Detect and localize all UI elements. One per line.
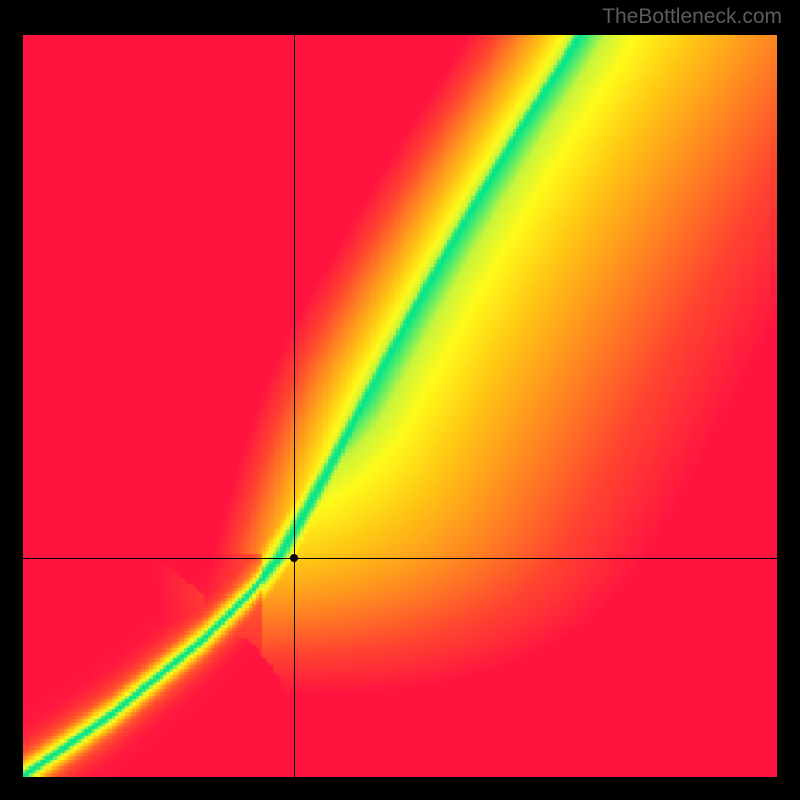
heatmap-canvas — [23, 35, 777, 777]
watermark-text: TheBottleneck.com — [602, 5, 782, 29]
heatmap-plot — [23, 35, 777, 777]
crosshair-horizontal — [23, 558, 777, 559]
crosshair-vertical — [294, 35, 295, 777]
crosshair-dot — [290, 554, 298, 562]
chart-container: TheBottleneck.com — [0, 0, 800, 800]
